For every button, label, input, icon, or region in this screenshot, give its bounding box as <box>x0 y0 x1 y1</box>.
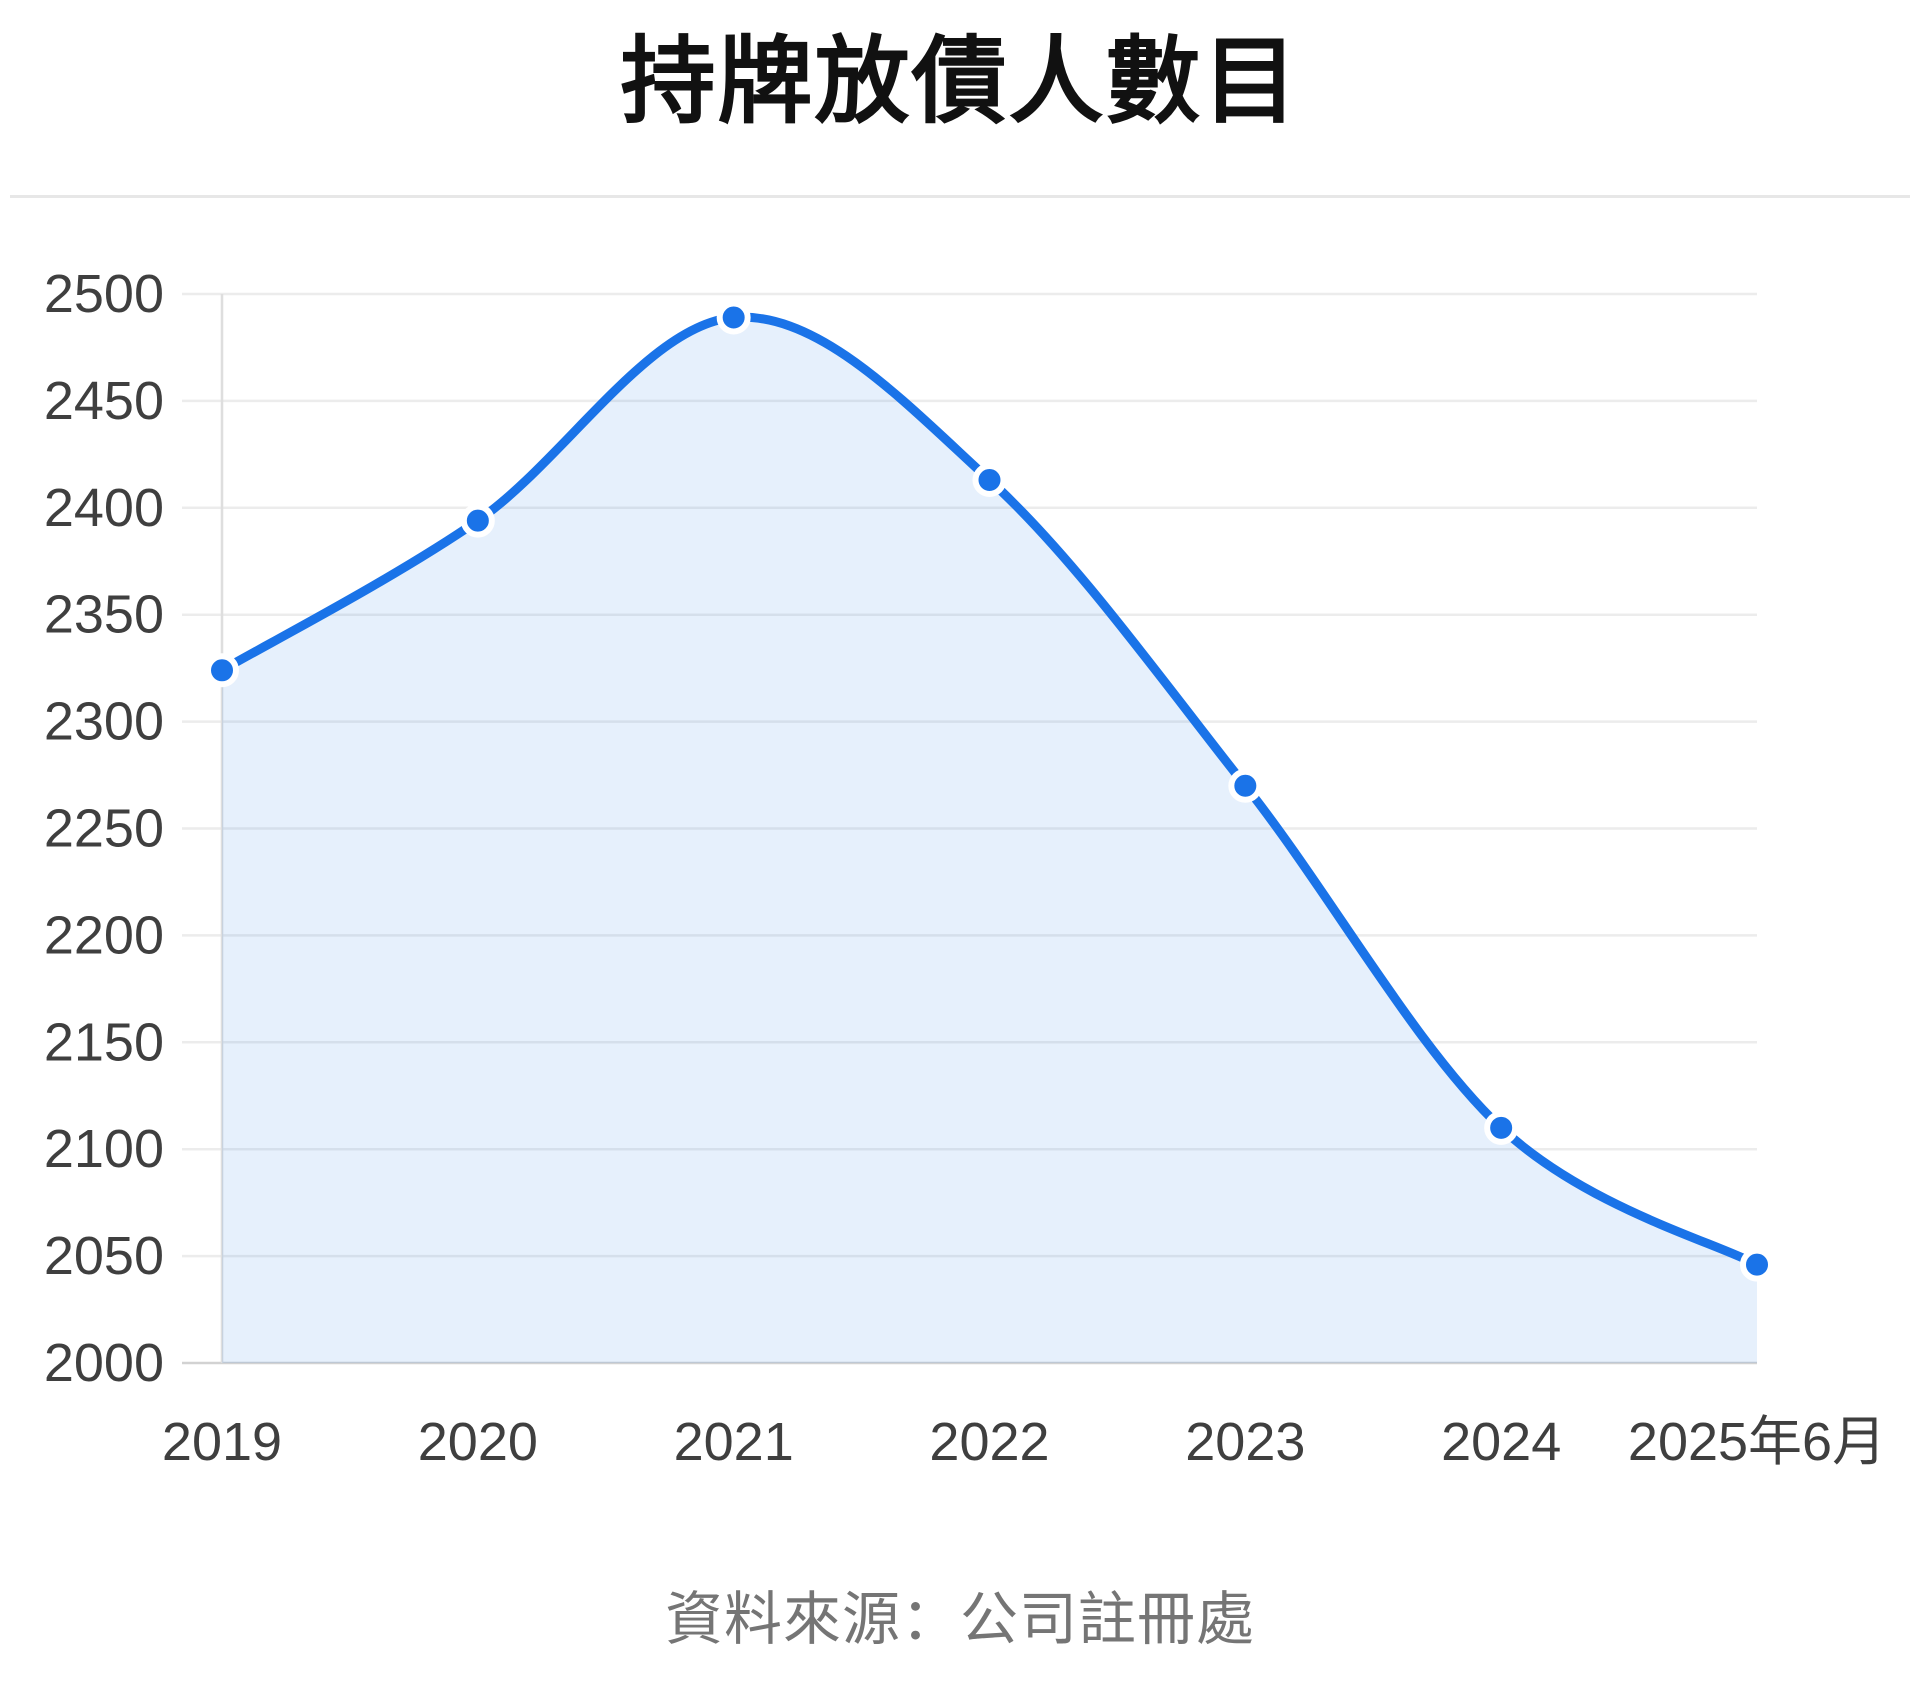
y-tick-label: 2150 <box>44 1012 164 1072</box>
y-tick-label: 2000 <box>44 1333 164 1393</box>
chart-title: 持牌放債人數目 <box>620 29 1300 135</box>
y-tick-label: 2250 <box>44 799 164 859</box>
y-tick-label: 2100 <box>44 1119 164 1179</box>
y-tick-label: 2300 <box>44 692 164 752</box>
x-tick-label: 2025年6月 <box>1628 1412 1886 1472</box>
y-tick-label: 2050 <box>44 1226 164 1286</box>
data-point-6[interactable] <box>1740 1247 1774 1282</box>
data-point-2[interactable] <box>716 300 751 335</box>
data-point-4[interactable] <box>1228 768 1263 803</box>
source-note: 資料來源：公司註冊處 <box>664 1587 1255 1652</box>
y-tick-label: 2400 <box>44 478 164 538</box>
y-tick-label: 2350 <box>44 585 164 645</box>
series-area-fill <box>222 317 1757 1363</box>
title-divider <box>10 195 1910 198</box>
y-tick-label: 2500 <box>44 264 164 324</box>
y-tick-label: 2450 <box>44 371 164 431</box>
x-tick-label: 2023 <box>1185 1412 1305 1472</box>
data-point-5[interactable] <box>1484 1110 1519 1145</box>
x-tick-label: 2020 <box>418 1412 538 1472</box>
data-point-3[interactable] <box>972 463 1007 498</box>
data-point-0[interactable] <box>205 653 239 688</box>
x-tick-label: 2022 <box>929 1412 1049 1472</box>
y-tick-label: 2200 <box>44 905 164 965</box>
x-tick-label: 2021 <box>674 1412 794 1472</box>
data-point-1[interactable] <box>460 503 495 538</box>
x-tick-label: 2019 <box>162 1412 282 1472</box>
x-tick-label: 2024 <box>1441 1412 1561 1472</box>
